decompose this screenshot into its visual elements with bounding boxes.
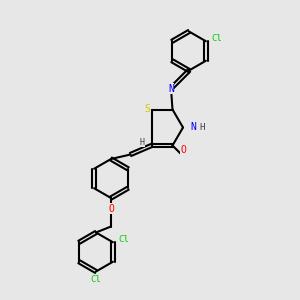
Text: N: N — [190, 122, 196, 133]
Text: N: N — [168, 83, 174, 94]
Text: H: H — [199, 123, 204, 132]
Text: O: O — [180, 145, 186, 155]
Text: O: O — [108, 203, 114, 214]
Text: H: H — [140, 138, 145, 147]
Text: Cl: Cl — [211, 34, 222, 43]
Text: Cl: Cl — [91, 274, 101, 284]
Text: Cl: Cl — [118, 235, 129, 244]
Text: S: S — [144, 104, 150, 115]
